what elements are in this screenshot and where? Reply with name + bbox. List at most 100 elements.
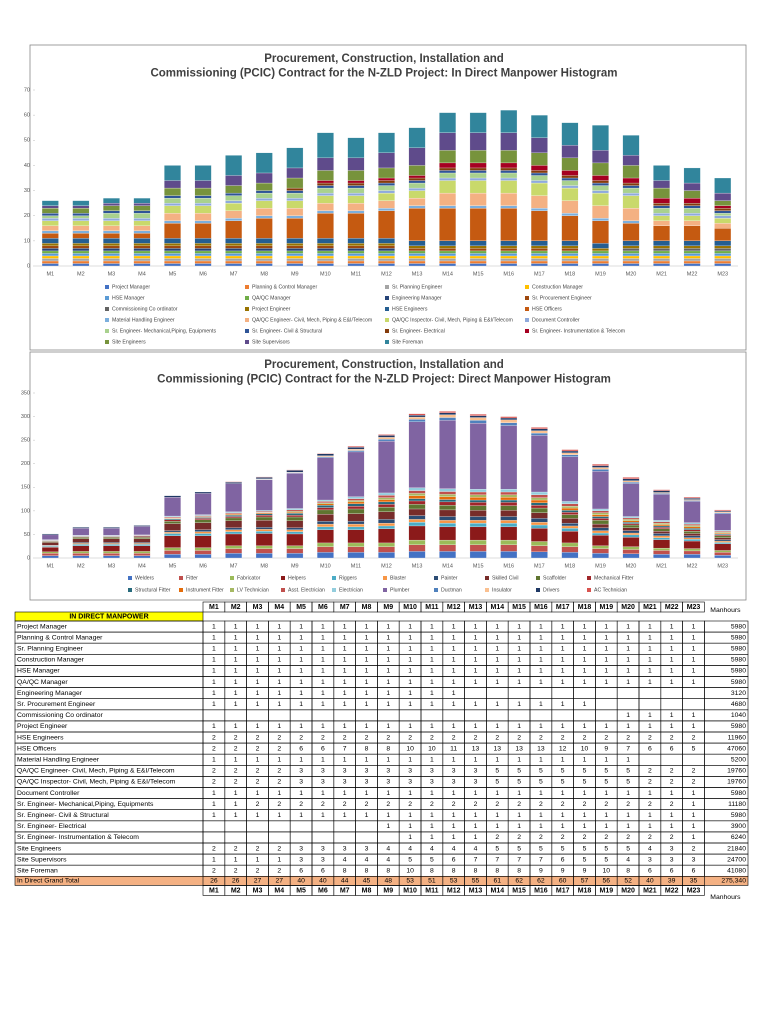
table-cell-value: 1 — [256, 657, 260, 664]
bar-segment — [164, 180, 181, 189]
bar-segment — [378, 501, 395, 505]
bar-segment — [41, 542, 59, 546]
bar-segment — [561, 240, 579, 247]
table-cell-value: 2 — [561, 834, 565, 841]
table-cell — [507, 709, 531, 722]
table-cell-value: 1 — [495, 646, 499, 653]
bar-segment — [72, 220, 90, 226]
table-cell — [311, 831, 335, 844]
table-cell-value: 1 — [626, 657, 630, 664]
table-cell-value: 1 — [212, 701, 216, 708]
total-value: 27 — [276, 878, 284, 885]
table-cell-value: 1 — [452, 623, 456, 630]
table-cell-value: 2 — [321, 801, 325, 808]
table-cell-value: 1 — [321, 701, 325, 708]
table-cell-value: 1 — [561, 657, 565, 664]
bar-segment — [683, 167, 701, 184]
bar-segment — [286, 545, 304, 549]
legend-swatch — [245, 329, 249, 333]
bar-segment — [316, 526, 334, 530]
table-cell-value: 1 — [626, 812, 630, 819]
bar-segment — [72, 537, 90, 539]
bar-segment — [133, 545, 151, 552]
table-cell-value: 1 — [408, 701, 412, 708]
bar-segment — [408, 255, 426, 259]
bar-segment — [561, 510, 579, 513]
table-cell-value: 1 — [583, 790, 587, 797]
table-cell-value: 1 — [299, 757, 303, 764]
bar-segment — [133, 203, 151, 206]
bar-segment — [133, 551, 151, 554]
bar-segment — [653, 493, 670, 495]
bar-segment — [378, 248, 395, 252]
bar-segment — [561, 522, 579, 527]
table-header: M11 — [425, 604, 438, 611]
bar-segment — [592, 520, 609, 525]
bar-segment — [164, 203, 181, 206]
bar-segment — [286, 243, 304, 247]
bar-segment — [316, 243, 334, 247]
legend-label: Sr. Planning Engineer — [392, 284, 442, 290]
x-tick-label: M15 — [473, 563, 484, 569]
bar-segment — [72, 263, 90, 267]
table-cell-value: 1 — [692, 790, 696, 797]
table-cell — [660, 698, 683, 711]
bar-segment — [683, 531, 701, 534]
table-cell-value: 5 — [517, 845, 521, 852]
legend-label: Document Controller — [532, 317, 580, 323]
bar-segment — [316, 453, 334, 456]
bar-segment — [408, 263, 426, 267]
bar-segment — [622, 549, 640, 554]
table-cell-value: 1 — [670, 723, 674, 730]
bar-segment — [622, 481, 640, 484]
table-cell-value: 1 — [408, 790, 412, 797]
table-cell-value: 6 — [321, 745, 325, 752]
bar-segment — [683, 554, 701, 559]
total-value: 26 — [232, 878, 240, 885]
table-cell-value: 1 — [517, 668, 521, 675]
bar-segment — [683, 245, 701, 249]
bar-segment — [378, 492, 395, 496]
table-cell-value: 1 — [430, 834, 434, 841]
x-tick-label: M13 — [412, 563, 423, 569]
row-label: Site Supervisors — [17, 856, 67, 863]
bar-segment — [714, 539, 732, 542]
bar-segment — [530, 435, 548, 493]
bar-segment — [500, 248, 518, 252]
table-cell-value: 2 — [256, 734, 260, 741]
bar-segment — [408, 504, 426, 510]
bar-segment — [72, 555, 90, 559]
bar-segment — [164, 195, 181, 199]
table-cell-value: 5 — [495, 845, 499, 852]
bar-segment — [316, 185, 334, 189]
bar-segment — [439, 248, 457, 252]
bar-segment — [653, 220, 670, 226]
bar-segment — [408, 539, 426, 545]
manhours: 11180 — [728, 801, 746, 808]
x-tick-label: M20 — [626, 271, 637, 277]
bar-segment — [530, 494, 548, 498]
bar-segment — [439, 551, 457, 559]
table-cell-value: 3 — [648, 856, 652, 863]
table-cell — [660, 687, 683, 699]
table-cell-value: 1 — [692, 801, 696, 808]
bar-segment — [653, 215, 670, 221]
bar-segment — [714, 511, 732, 513]
bar-segment — [439, 260, 457, 264]
legend-label: Mechanical Fitter — [594, 575, 634, 581]
bar-segment — [683, 540, 701, 549]
bar-segment — [530, 430, 548, 434]
bar-segment — [286, 470, 304, 473]
legend-label: Site Engineers — [112, 339, 146, 345]
bar-segment — [316, 248, 334, 252]
bar-segment — [530, 524, 548, 529]
legend-label: Plumber — [390, 587, 410, 593]
bar-segment — [286, 190, 304, 194]
total-value: 40 — [319, 878, 327, 885]
bar-segment — [194, 518, 212, 520]
x-tick-label: M18 — [565, 563, 576, 569]
table-cell-value: 5 — [495, 779, 499, 786]
table-cell-value: 1 — [692, 723, 696, 730]
bar-segment — [469, 167, 487, 171]
bar-segment — [133, 197, 151, 204]
